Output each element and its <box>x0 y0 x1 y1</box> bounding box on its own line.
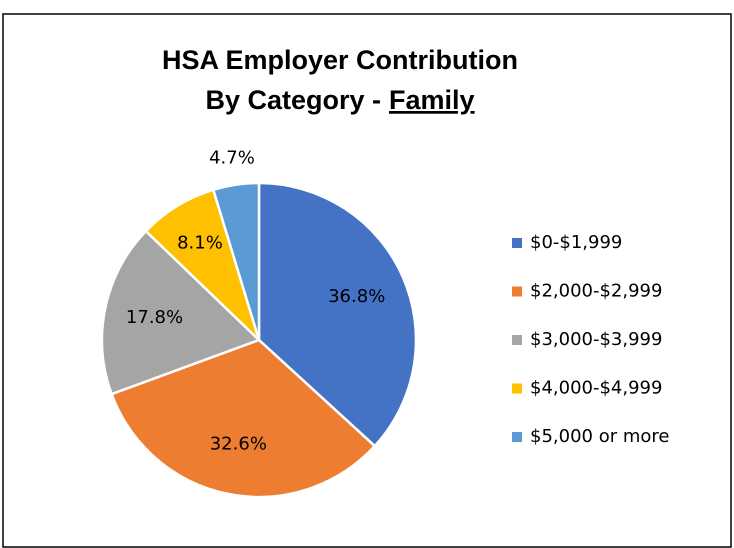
pie-slice <box>110 338 377 499</box>
legend: $0-$1,999 $2,000-$2,999 $3,000-$3,999 $4,00… <box>512 232 669 447</box>
pie-slice <box>211 181 261 341</box>
subtitle-text: By Category - <box>205 85 381 115</box>
subtitle-emphasis: Family <box>389 85 475 115</box>
legend-label: $3,000-$3,999 <box>530 329 662 350</box>
legend-swatch <box>512 335 522 345</box>
legend-label: $5,000 or more <box>530 426 669 447</box>
data-label: 32.6% <box>210 434 267 455</box>
data-label: 4.7% <box>209 147 255 168</box>
chart-subtitle: By Category - Family <box>205 85 474 115</box>
legend-label: $0-$1,999 <box>530 232 622 253</box>
data-label: 8.1% <box>177 233 223 254</box>
legend-swatch <box>512 432 522 442</box>
pie: 36.8% 32.6% 17.8% 8.1% 4.7% <box>100 147 418 499</box>
pie-slice <box>100 229 262 396</box>
legend-swatch <box>512 238 522 248</box>
legend-swatch <box>512 383 522 394</box>
legend-swatch <box>512 286 522 297</box>
chart-title: HSA Employer Contribution <box>162 45 518 75</box>
legend-label: $2,000-$2,999 <box>530 281 662 302</box>
legend-label: $4,000-$4,999 <box>530 378 662 399</box>
data-label: 36.8% <box>328 286 385 307</box>
pie-slice <box>257 181 418 448</box>
data-label: 17.8% <box>126 307 183 328</box>
